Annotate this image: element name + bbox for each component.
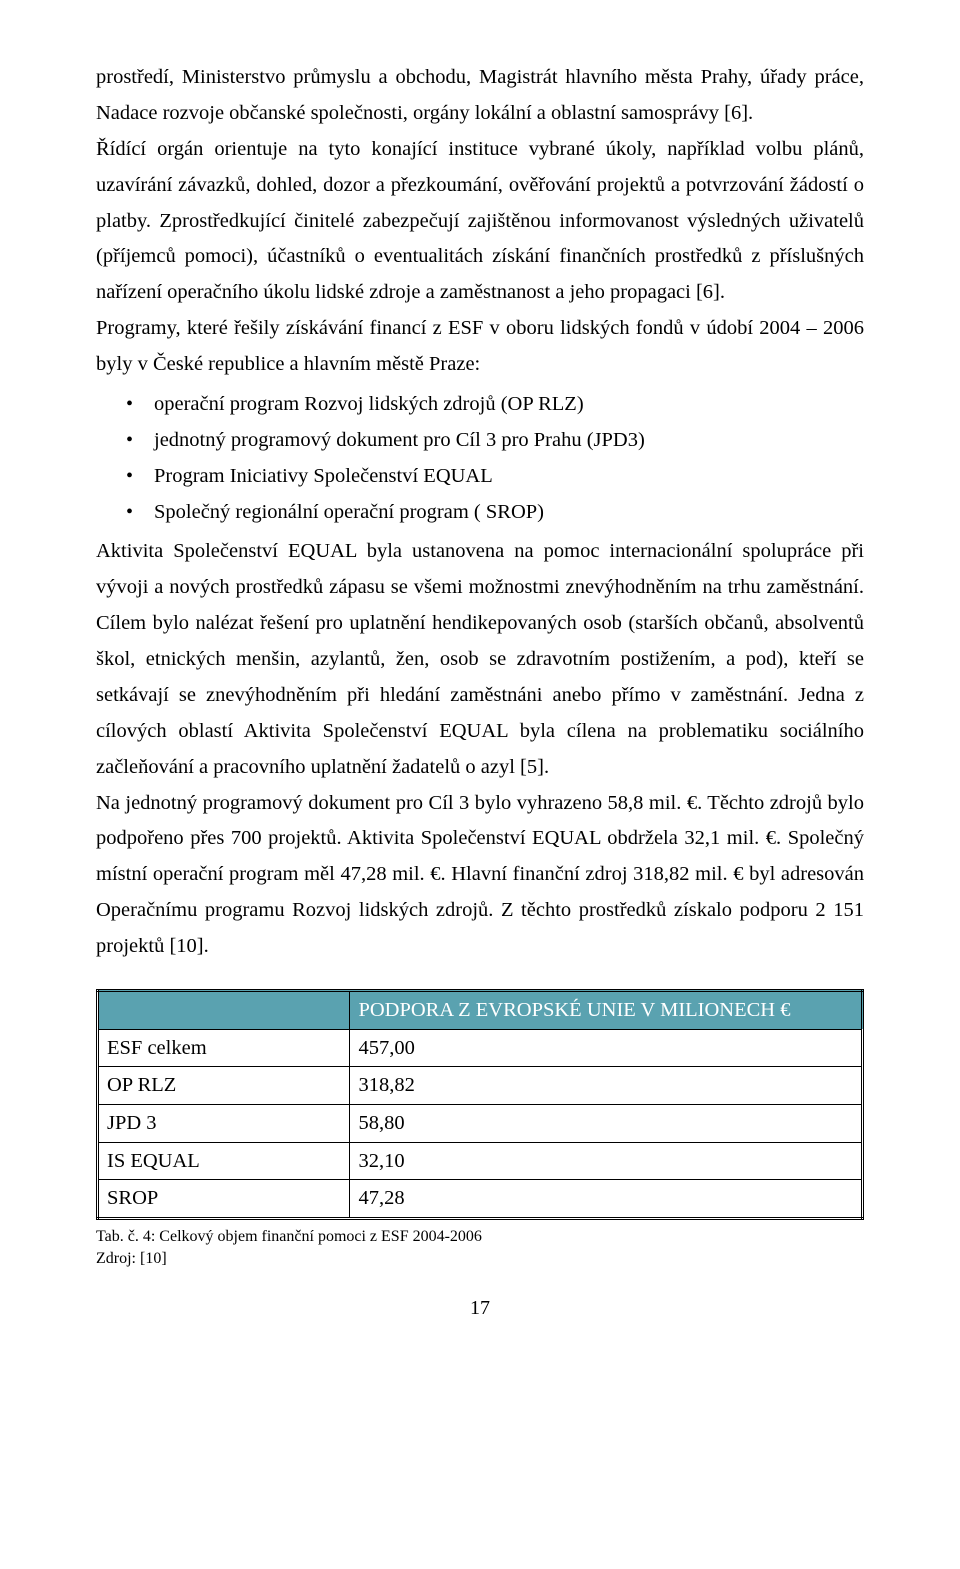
table-cell-value: 32,10 bbox=[350, 1142, 863, 1180]
table-cell-label: JPD 3 bbox=[98, 1104, 350, 1142]
paragraph-4: Aktivita Společenství EQUAL byla ustanov… bbox=[96, 534, 864, 785]
table-cell-value: 318,82 bbox=[350, 1067, 863, 1105]
bullet-list: operační program Rozvoj lidských zdrojů … bbox=[96, 387, 864, 531]
list-item: Společný regionální operační program ( S… bbox=[96, 495, 864, 531]
list-item: Program Iniciativy Společenství EQUAL bbox=[96, 459, 864, 495]
table-row: SROP 47,28 bbox=[98, 1180, 863, 1219]
table-row: IS EQUAL 32,10 bbox=[98, 1142, 863, 1180]
table-cell-label: ESF celkem bbox=[98, 1029, 350, 1067]
table-header-row: PODPORA Z EVROPSKÉ UNIE V MILIONECH € bbox=[98, 990, 863, 1029]
table-row: JPD 3 58,80 bbox=[98, 1104, 863, 1142]
page-number: 17 bbox=[96, 1291, 864, 1326]
document-page: prostředí, Ministerstvo průmyslu a obcho… bbox=[0, 0, 960, 1366]
funding-table: PODPORA Z EVROPSKÉ UNIE V MILIONECH € ES… bbox=[96, 989, 864, 1220]
list-item: jednotný programový dokument pro Cíl 3 p… bbox=[96, 423, 864, 459]
table-cell-value: 58,80 bbox=[350, 1104, 863, 1142]
table-header-label: PODPORA Z EVROPSKÉ UNIE V MILIONECH € bbox=[350, 990, 863, 1029]
paragraph-5: Na jednotný programový dokument pro Cíl … bbox=[96, 786, 864, 965]
table-caption: Tab. č. 4: Celkový objem finanční pomoci… bbox=[96, 1226, 864, 1271]
table-row: OP RLZ 318,82 bbox=[98, 1067, 863, 1105]
list-item: operační program Rozvoj lidských zdrojů … bbox=[96, 387, 864, 423]
caption-source: Zdroj: [10] bbox=[96, 1248, 864, 1270]
table-cell-value: 47,28 bbox=[350, 1180, 863, 1219]
caption-title: Tab. č. 4: Celkový objem finanční pomoci… bbox=[96, 1226, 864, 1248]
table-cell-label: OP RLZ bbox=[98, 1067, 350, 1105]
table-header-empty bbox=[98, 990, 350, 1029]
table-row: ESF celkem 457,00 bbox=[98, 1029, 863, 1067]
table-cell-label: IS EQUAL bbox=[98, 1142, 350, 1180]
paragraph-3: Programy, které řešily získávání financí… bbox=[96, 311, 864, 383]
table-cell-label: SROP bbox=[98, 1180, 350, 1219]
table-cell-value: 457,00 bbox=[350, 1029, 863, 1067]
paragraph-1: prostředí, Ministerstvo průmyslu a obcho… bbox=[96, 60, 864, 132]
paragraph-2: Řídící orgán orientuje na tyto konající … bbox=[96, 132, 864, 311]
